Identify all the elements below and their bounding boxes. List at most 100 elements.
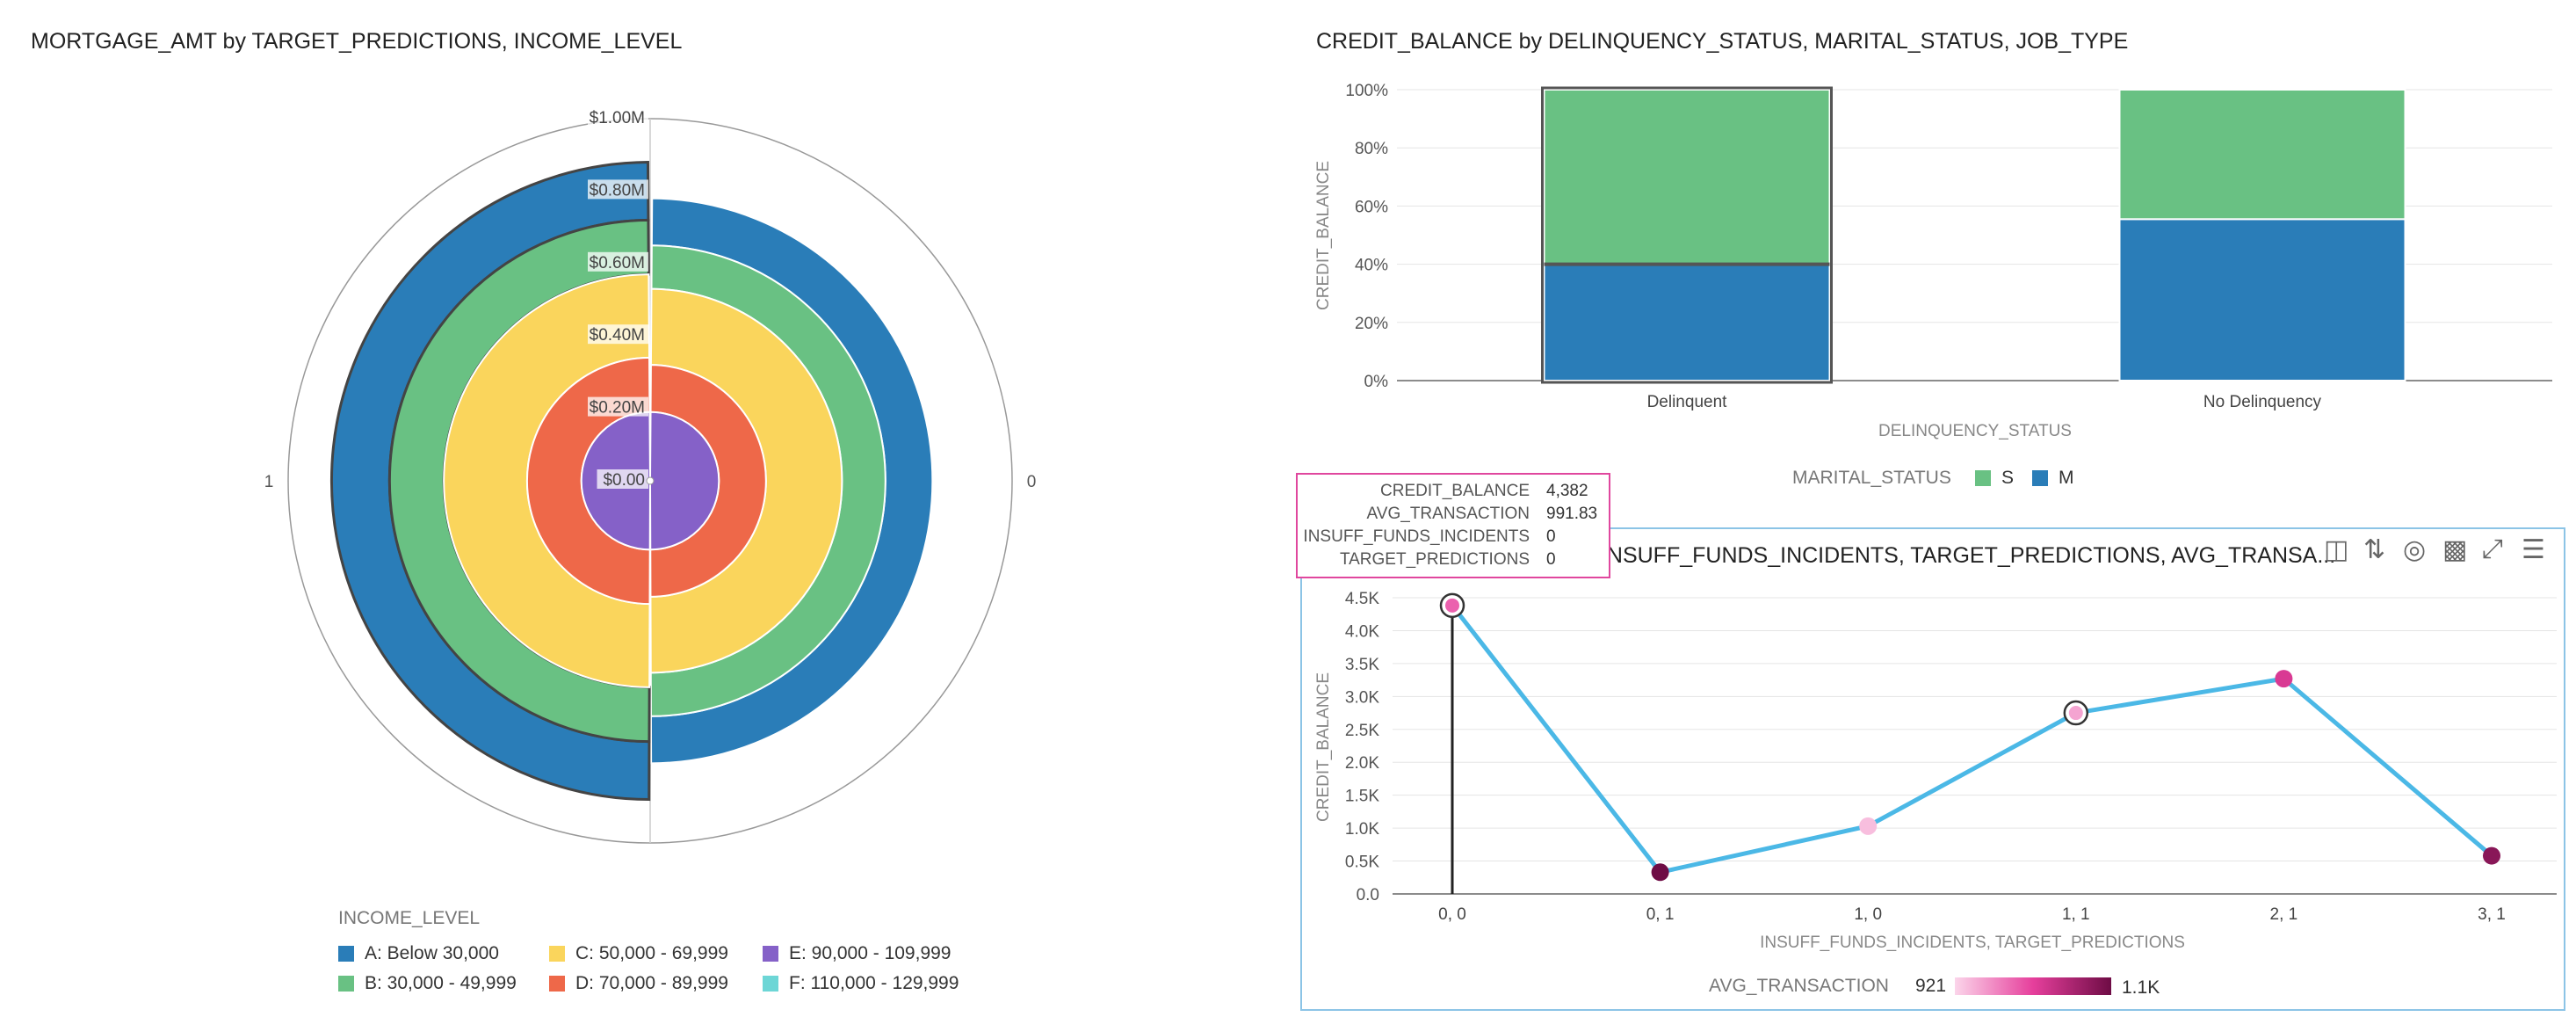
radial-tick-label: $1.00M	[590, 109, 645, 127]
legend-swatch	[549, 976, 565, 992]
target-icon[interactable]: ◎	[2403, 535, 2427, 564]
y-tick-label: 2.5K	[1345, 722, 1379, 740]
sort-icon[interactable]: ⇅	[2363, 535, 2386, 564]
y-tick-label: 20%	[1355, 315, 1388, 333]
tooltip-key: INSUFF_FUNDS_INCIDENTS	[1303, 527, 1530, 546]
stacked-legend-title: MARITAL_STATUS	[1792, 468, 1951, 488]
x-tick-label: 1, 1	[2062, 905, 2090, 924]
y-tick-label: 0.5K	[1345, 854, 1379, 872]
data-point	[1859, 817, 1878, 835]
data-point	[2483, 846, 2500, 865]
y-axis-label: CREDIT_BALANCE	[1314, 672, 1333, 822]
y-tick-label: 40%	[1355, 257, 1388, 275]
legend-label: B: 30,000 - 49,999	[365, 973, 517, 993]
stacked-legend-item[interactable]: S	[1975, 468, 2014, 489]
x-axis-label: DELINQUENCY_STATUS	[1878, 422, 2072, 440]
radial-legend-item[interactable]: F: 110,000 - 129,999	[763, 973, 959, 994]
y-tick-label: 3.0K	[1345, 688, 1379, 707]
legend-swatch	[338, 976, 354, 992]
color-gradient-bar	[1955, 977, 2111, 995]
stacked-bar-segment	[1543, 89, 1831, 265]
radial-tick-bg	[588, 179, 648, 200]
stacked-bar-segment	[2118, 89, 2406, 221]
tooltip-value: 0	[1546, 550, 1556, 569]
y-tick-label: 60%	[1355, 198, 1388, 216]
legend-swatch	[549, 946, 565, 962]
y-tick-label: 4.5K	[1345, 590, 1379, 608]
x-tick-label: No Delinquency	[2203, 393, 2322, 411]
legend-label: E: 90,000 - 109,999	[789, 943, 952, 963]
y-tick-label: 0%	[1364, 373, 1389, 391]
stacked-legend-item[interactable]: M	[2032, 468, 2074, 489]
data-point	[1651, 863, 1669, 882]
radial-legend-item[interactable]: C: 50,000 - 69,999	[549, 943, 728, 964]
line-chart-panel	[1300, 527, 2565, 1011]
tooltip-key: TARGET_PREDICTIONS	[1339, 550, 1530, 569]
x-tick-label: Delinquent	[1647, 393, 1728, 411]
radial-tick-label: $0.20M	[590, 399, 645, 418]
menu-icon[interactable]: ☰	[2522, 535, 2545, 564]
y-tick-label: 1.0K	[1345, 820, 1379, 839]
radial-legend-item[interactable]: D: 70,000 - 89,999	[549, 973, 728, 994]
tooltip-value: 0	[1546, 527, 1556, 546]
legend-swatch	[1975, 470, 1991, 486]
radial-tick-label: $0.80M	[590, 181, 645, 200]
selected-bar-outline	[1541, 86, 1833, 384]
radial-tick-bg	[588, 251, 648, 272]
legend-swatch	[2032, 470, 2048, 486]
y-tick-label: 0.0	[1357, 886, 1379, 904]
line-legend-title: AVG_TRANSACTION	[1709, 976, 1889, 996]
legend-swatch	[763, 976, 778, 992]
radial-legend-title: INCOME_LEVEL	[338, 908, 481, 928]
line-legend-min: 921	[1915, 976, 1947, 996]
radial-category-label: 0	[1027, 473, 1037, 491]
y-axis-label: CREDIT_BALANCE	[1314, 161, 1333, 310]
radial-legend-item[interactable]: E: 90,000 - 109,999	[763, 943, 951, 964]
bar-chart-icon[interactable]: ▩	[2442, 535, 2468, 564]
legend-label: D: 70,000 - 89,999	[575, 973, 728, 993]
radial-center-dot	[646, 476, 655, 485]
legend-label: S	[2001, 468, 2015, 488]
tooltip-value: 991.83	[1546, 505, 1598, 523]
radial-tick-bg	[597, 469, 648, 489]
y-tick-label: 80%	[1355, 140, 1388, 158]
radial-tick-label: $0.40M	[590, 326, 645, 345]
line-legend-max: 1.1K	[2122, 977, 2160, 998]
series-line	[1451, 604, 2493, 875]
radial-legend-item[interactable]: A: Below 30,000	[338, 943, 499, 964]
legend-swatch	[763, 946, 778, 962]
x-tick-label: 0, 0	[1438, 905, 1466, 924]
radial-tick-label: $0.00	[603, 471, 645, 490]
y-tick-label: 2.0K	[1345, 754, 1379, 773]
stacked-bar-segment	[2118, 218, 2406, 381]
radial-category-label: 1	[264, 473, 274, 491]
y-tick-label: 4.0K	[1345, 622, 1379, 641]
legend-label: M	[2059, 468, 2074, 488]
radial-bar-segment	[648, 410, 720, 551]
legend-swatch	[338, 946, 354, 962]
data-tooltip: CREDIT_BALANCE 4,382 AVG_TRANSACTION 991.8…	[1296, 473, 1610, 578]
y-tick-label: 100%	[1345, 82, 1388, 100]
data-point	[2068, 706, 2083, 721]
legend-label: A: Below 30,000	[365, 943, 499, 963]
stacked-chart-title: CREDIT_BALANCE by DELINQUENCY_STATUS, MA…	[1316, 29, 2129, 54]
x-tick-label: 1, 0	[1854, 905, 1882, 924]
legend-label: C: 50,000 - 69,999	[575, 943, 728, 963]
data-point	[1445, 598, 1459, 613]
x-tick-label: 0, 1	[1646, 905, 1675, 924]
x-tick-label: 3, 1	[2478, 905, 2506, 924]
legend-label: F: 110,000 - 129,999	[789, 973, 959, 993]
x-tick-label: 2, 1	[2270, 905, 2298, 924]
line-chart-title: ⓘ INSUFF_FUNDS_INCIDENTS, TARGET_PREDICT…	[1573, 543, 2336, 568]
radial-tick-bg	[588, 324, 648, 345]
tooltip-key: CREDIT_BALANCE	[1380, 482, 1530, 500]
y-tick-label: 3.5K	[1345, 656, 1379, 674]
radial-legend-item[interactable]: B: 30,000 - 49,999	[338, 973, 517, 994]
expand-icon[interactable]: ⤢	[2482, 534, 2503, 563]
traffic-light-icon[interactable]: ◫	[2324, 535, 2349, 564]
stacked-bar-segment	[1543, 263, 1831, 381]
radial-tick-bg	[588, 107, 648, 127]
data-point	[2275, 670, 2293, 688]
radial-tick-bg	[588, 396, 648, 417]
